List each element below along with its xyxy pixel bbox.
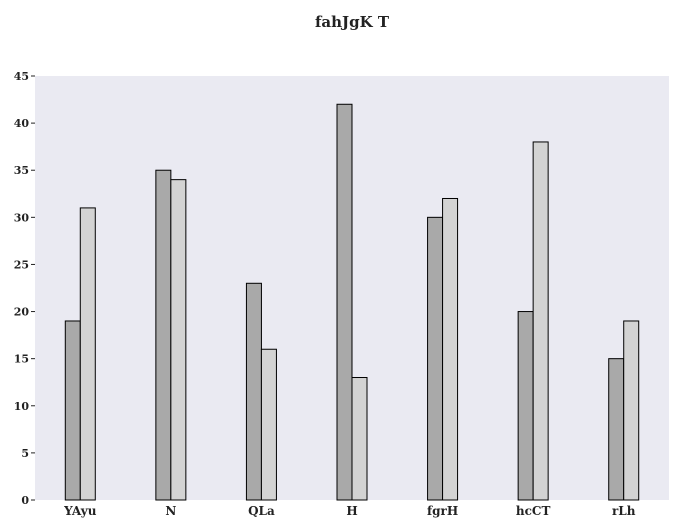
bar-fgrH-s2	[442, 197, 459, 501]
y-tick-label: 10	[14, 400, 30, 413]
bar-QLa-s2	[260, 348, 277, 501]
bar-rLh-s1	[608, 358, 625, 501]
bar-rLh-s2	[623, 320, 640, 501]
y-tick-label: 45	[14, 70, 29, 83]
bar-YAyu-s2	[79, 207, 96, 501]
y-tick-label: 0	[21, 494, 29, 507]
x-tick-label: QLa	[248, 504, 275, 518]
bar-H-s1	[336, 103, 353, 501]
bar-H-s2	[351, 377, 368, 501]
bar-fgrH-s1	[427, 216, 444, 501]
chart-title: fahJgK T	[315, 13, 390, 31]
bar-YAyu-s1	[64, 320, 81, 501]
y-tick-label: 15	[14, 353, 29, 366]
y-tick-label: 30	[14, 211, 30, 224]
y-tick-label: 25	[14, 258, 29, 271]
bar-hcCT-s2	[532, 141, 549, 501]
y-axis: 0 5 10 15 20 25 30 35 40 45	[14, 70, 35, 507]
x-tick-label: hcCT	[516, 504, 551, 518]
x-tick-label: fgrH	[427, 504, 458, 518]
y-tick-label: 20	[14, 306, 30, 319]
y-tick-label: 5	[21, 447, 29, 460]
x-tick-label: N	[165, 504, 176, 518]
bar-N-s1	[155, 169, 172, 501]
bar-QLa-s1	[245, 282, 262, 501]
x-tick-label: YAyu	[63, 504, 97, 518]
y-tick-label: 40	[14, 117, 30, 130]
x-tick-label: H	[346, 504, 357, 518]
bars-group	[64, 103, 640, 501]
bar-N-s2	[170, 179, 187, 501]
bar-hcCT-s1	[517, 311, 534, 501]
y-tick-label: 35	[14, 164, 29, 177]
x-tick-label: rLh	[612, 504, 636, 518]
